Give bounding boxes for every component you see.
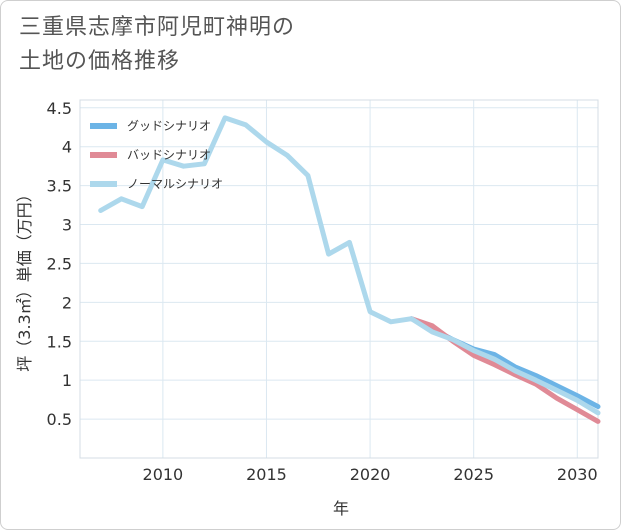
x-tick-label: 2030 [557,465,598,484]
chart-title: 三重県志摩市阿児町神明の 土地の価格推移 [19,11,295,79]
chart-title-line2: 土地の価格推移 [19,49,181,74]
axes: 2010 2015 2020 2025 2030 0.5 1 1.5 2 2.5 3 3.5 4 4.5 年… [15,99,598,518]
grid [79,99,599,459]
legend-label: バッドシナリオ [127,148,211,162]
y-tick-label: 4 [62,138,72,157]
y-tick-label: 3.5 [47,177,72,196]
y-tick-label: 3 [62,216,72,235]
chart-title-line1: 三重県志摩市阿児町神明の [19,15,296,40]
x-tick-label: 2025 [453,465,494,484]
y-tick-label: 1 [62,371,72,390]
series-lines [98,115,601,424]
y-tick-label: 2.5 [47,254,72,273]
y-tick-label: 2 [62,293,72,312]
x-axis-label: 年 [333,499,349,518]
y-tick-label: 4.5 [47,99,72,118]
y-axis-label: 坪（3.3㎡）単価（万円） [15,186,34,371]
legend-label: ノーマルシナリオ [127,177,223,191]
legend-label: グッドシナリオ [127,119,211,133]
x-tick-label: 2020 [350,465,391,484]
series-line-normal [98,115,601,416]
y-tick-label: 1.5 [47,332,72,351]
x-tick-label: 2010 [143,465,184,484]
plot-border [79,99,599,459]
x-tick-label: 2015 [246,465,287,484]
y-tick-label: 0.5 [47,410,72,429]
